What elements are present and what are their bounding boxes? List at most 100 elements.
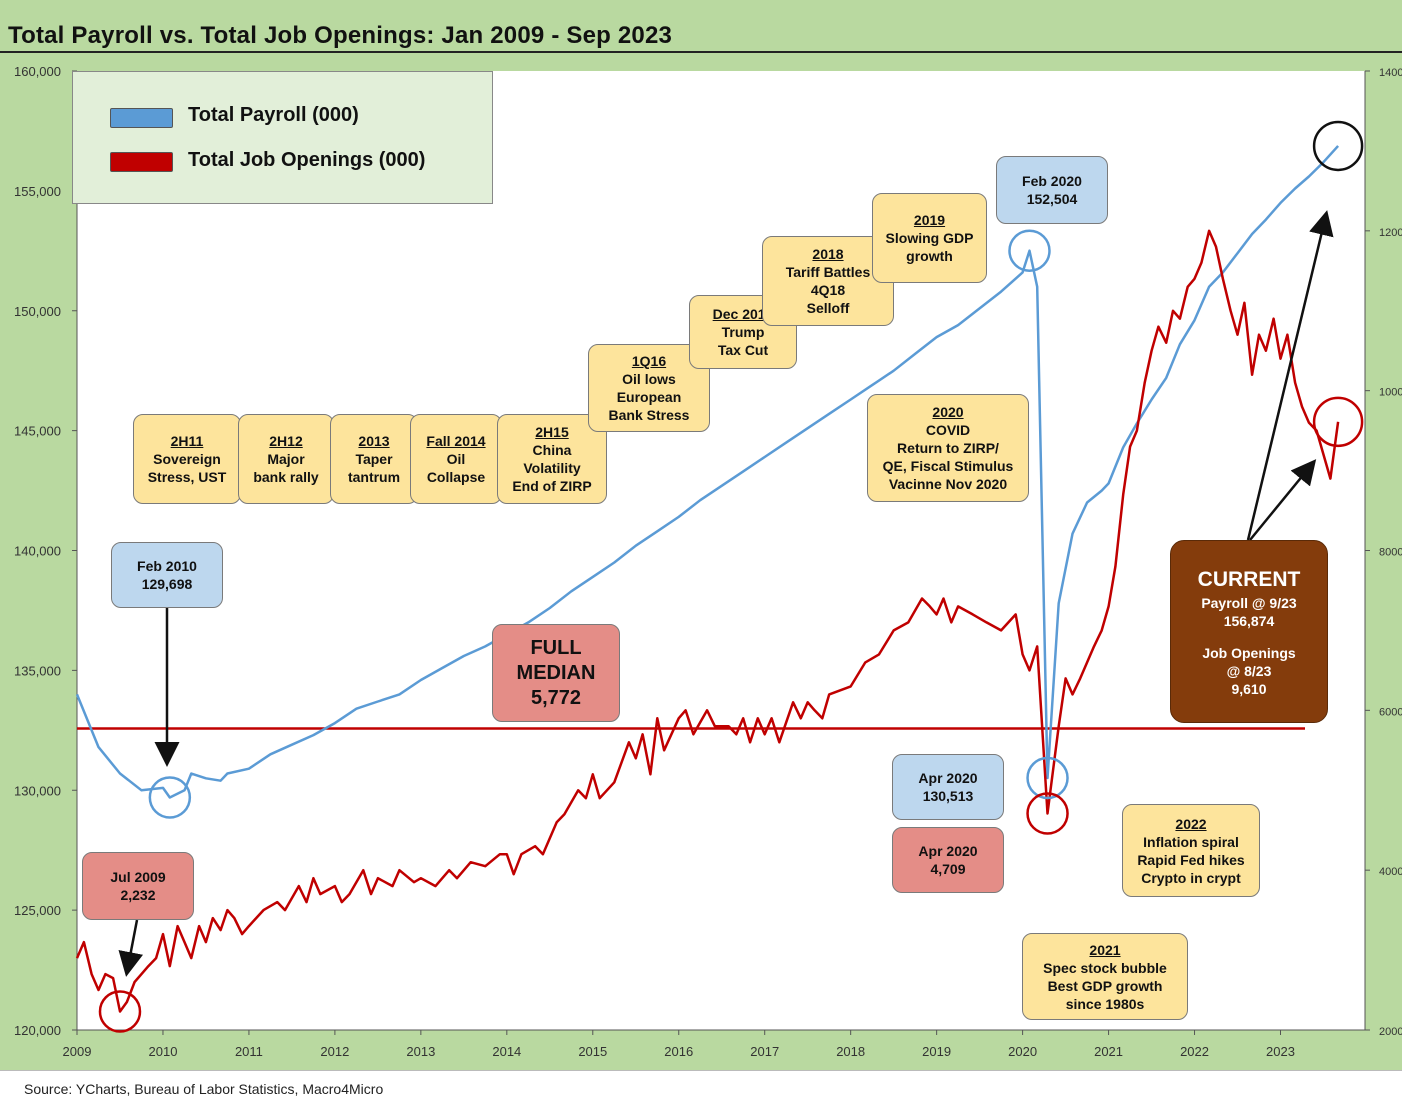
annotation-1q16-line1: Oil lows bbox=[622, 371, 676, 387]
current-line2: 156,874 bbox=[1223, 612, 1275, 629]
y-left-tick-label: 130,000 bbox=[14, 783, 61, 798]
x-tick-label: 2015 bbox=[578, 1044, 607, 1059]
y-left-tick-label: 135,000 bbox=[14, 663, 61, 678]
circle-apr-2020-payroll bbox=[1026, 756, 1069, 800]
y-right-tick-label: 4000 bbox=[1379, 866, 1402, 878]
x-tick-label: 2017 bbox=[750, 1044, 779, 1059]
y-right-tick-label: 10000 bbox=[1379, 387, 1402, 399]
annotation-apr-2020-payroll: Apr 2020 130,513 bbox=[892, 754, 1004, 820]
annotation-2020-covid-line3: QE, Fiscal Stimulus bbox=[882, 458, 1014, 474]
y-right-tick-label: 12000 bbox=[1379, 227, 1402, 239]
x-tick-label: 2010 bbox=[149, 1044, 178, 1059]
annotation-apr-2020-openings-line2: 4,709 bbox=[930, 861, 966, 877]
annotation-full-median: FULL MEDIAN 5,772 bbox=[492, 624, 620, 722]
annotation-2021: 2021 Spec stock bubble Best GDP growth s… bbox=[1022, 933, 1188, 1020]
x-tick-label: 2020 bbox=[1008, 1044, 1037, 1059]
annotation-2019-line1: Slowing GDP bbox=[885, 230, 974, 246]
annotation-2h15-head: 2H15 bbox=[535, 424, 569, 440]
annotation-1q16-head: 1Q16 bbox=[631, 353, 667, 369]
annotation-feb-2020: Feb 2020 152,504 bbox=[996, 156, 1108, 224]
annotation-2h15: 2H15 China Volatility End of ZIRP bbox=[497, 414, 607, 504]
annotation-2018-line2: 4Q18 bbox=[810, 282, 846, 298]
annotation-feb-2020-line1: Feb 2020 bbox=[1022, 173, 1082, 189]
annotation-2013-line1: Taper bbox=[355, 451, 393, 467]
annotation-jul-2009: Jul 2009 2,232 bbox=[82, 852, 194, 920]
annotation-2h11: 2H11 Sovereign Stress, UST bbox=[133, 414, 241, 504]
annotation-2021-line3: since 1980s bbox=[1065, 995, 1145, 1012]
annotation-2020-covid: 2020 COVID Return to ZIRP/ QE, Fiscal St… bbox=[867, 394, 1029, 502]
annotation-2019-line2: growth bbox=[906, 248, 953, 264]
annotation-apr-2020-payroll-line1: Apr 2020 bbox=[918, 770, 978, 786]
annotation-2021-line2: Best GDP growth bbox=[1047, 977, 1163, 994]
annotation-2020-covid-line2: Return to ZIRP/ bbox=[897, 440, 999, 456]
annotation-dec-2017-line2: Tax Cut bbox=[717, 342, 769, 358]
y-left-tick-label: 160,000 bbox=[14, 64, 61, 79]
circle-jul-2009 bbox=[98, 990, 142, 1033]
annotation-2h11-line1: Sovereign bbox=[153, 451, 221, 467]
legend-swatch-payroll bbox=[110, 108, 173, 128]
annotation-dec-2017: Dec 2017 Trump Tax Cut bbox=[689, 295, 797, 369]
median-line1: FULL bbox=[530, 636, 582, 659]
annotation-2h15-line2: Volatility bbox=[523, 460, 581, 476]
x-tick-label: 2018 bbox=[836, 1044, 865, 1059]
x-tick-label: 2012 bbox=[320, 1044, 349, 1059]
annotation-2013-head: 2013 bbox=[358, 433, 390, 449]
annotation-2020-covid-line1: COVID bbox=[925, 422, 971, 438]
annotation-2018-line3: Selloff bbox=[806, 300, 850, 316]
x-tick-label: 2016 bbox=[664, 1044, 693, 1059]
annotation-fall-2014-head: Fall 2014 bbox=[426, 433, 486, 449]
openings-series-line bbox=[75, 229, 1340, 1013]
payroll-series-line bbox=[75, 145, 1340, 799]
x-tick-label: 2019 bbox=[922, 1044, 951, 1059]
annotation-dec-2017-line1: Trump bbox=[721, 324, 765, 340]
legend-label-openings: Total Job Openings (000) bbox=[188, 149, 426, 171]
y-left-tick-label: 120,000 bbox=[14, 1023, 61, 1038]
annotation-2021-head: 2021 bbox=[1089, 941, 1121, 958]
annotation-apr-2020-openings-line1: Apr 2020 bbox=[918, 843, 978, 859]
annotation-fall-2014-line2: Collapse bbox=[426, 469, 486, 485]
circle-apr-2020-openings bbox=[1026, 792, 1069, 835]
y-right-tick-label: 6000 bbox=[1379, 706, 1402, 718]
annotation-jul-2009-line2: 2,232 bbox=[120, 887, 156, 903]
annotation-current: CURRENT Payroll @ 9/23 156,874 Job Openi… bbox=[1170, 540, 1328, 723]
annotation-2022-line3: Crypto in crypt bbox=[1141, 869, 1241, 886]
y-left-tick-label: 140,000 bbox=[14, 544, 61, 559]
annotation-2013-line2: tantrum bbox=[347, 469, 401, 485]
annotation-2018-line1: Tariff Battles bbox=[785, 264, 871, 280]
annotation-2018: 2018 Tariff Battles 4Q18 Selloff bbox=[762, 236, 894, 326]
annotation-2h12-head: 2H12 bbox=[269, 433, 303, 449]
annotation-2021-line1: Spec stock bubble bbox=[1043, 959, 1167, 976]
arrow-jul-2009 bbox=[118, 919, 144, 977]
circle-feb-2010 bbox=[148, 776, 192, 819]
x-tick-label: 2009 bbox=[63, 1044, 92, 1059]
annotation-2022-line2: Rapid Fed hikes bbox=[1137, 851, 1245, 868]
median-line2: MEDIAN bbox=[516, 661, 596, 684]
median-line3: 5,772 bbox=[530, 686, 582, 709]
x-tick-label: 2011 bbox=[235, 1044, 263, 1059]
annotation-feb-2020-line2: 152,504 bbox=[1026, 191, 1078, 207]
current-line1: Payroll @ 9/23 bbox=[1201, 594, 1297, 611]
annotation-apr-2020-openings: Apr 2020 4,709 bbox=[892, 827, 1004, 893]
annotation-2h15-line1: China bbox=[532, 442, 572, 458]
annotation-1q16: 1Q16 Oil lows European Bank Stress bbox=[588, 344, 710, 432]
x-tick-label: 2021 bbox=[1094, 1044, 1123, 1059]
annotation-feb-2010: Feb 2010 129,698 bbox=[111, 542, 223, 608]
legend-swatch-openings bbox=[110, 152, 173, 172]
source-bar: Source: YCharts, Bureau of Labor Statist… bbox=[0, 1070, 1402, 1111]
annotation-2h12-line1: Major bbox=[267, 451, 305, 467]
annotation-dec-2017-head: Dec 2017 bbox=[712, 306, 774, 322]
chart-title: Total Payroll vs. Total Job Openings: Ja… bbox=[8, 22, 673, 49]
annotation-2019-head: 2019 bbox=[913, 212, 946, 228]
annotation-2013: 2013 Taper tantrum bbox=[330, 414, 418, 504]
arrow-current-openings bbox=[1249, 459, 1317, 541]
y-left-tick-label: 150,000 bbox=[14, 304, 61, 319]
y-left-tick-label: 155,000 bbox=[14, 184, 61, 199]
current-line5: @ 8/23 bbox=[1226, 662, 1272, 679]
annotation-2h15-line3: End of ZIRP bbox=[512, 478, 592, 494]
annotation-2022: 2022 Inflation spiral Rapid Fed hikes Cr… bbox=[1122, 804, 1260, 897]
annotation-2h12-line2: bank rally bbox=[253, 469, 319, 485]
annotation-2022-head: 2022 bbox=[1175, 815, 1207, 832]
legend-label-payroll: Total Payroll (000) bbox=[188, 104, 359, 126]
current-line6: 9,610 bbox=[1231, 680, 1267, 697]
annotation-feb-2010-line1: Feb 2010 bbox=[137, 558, 197, 574]
